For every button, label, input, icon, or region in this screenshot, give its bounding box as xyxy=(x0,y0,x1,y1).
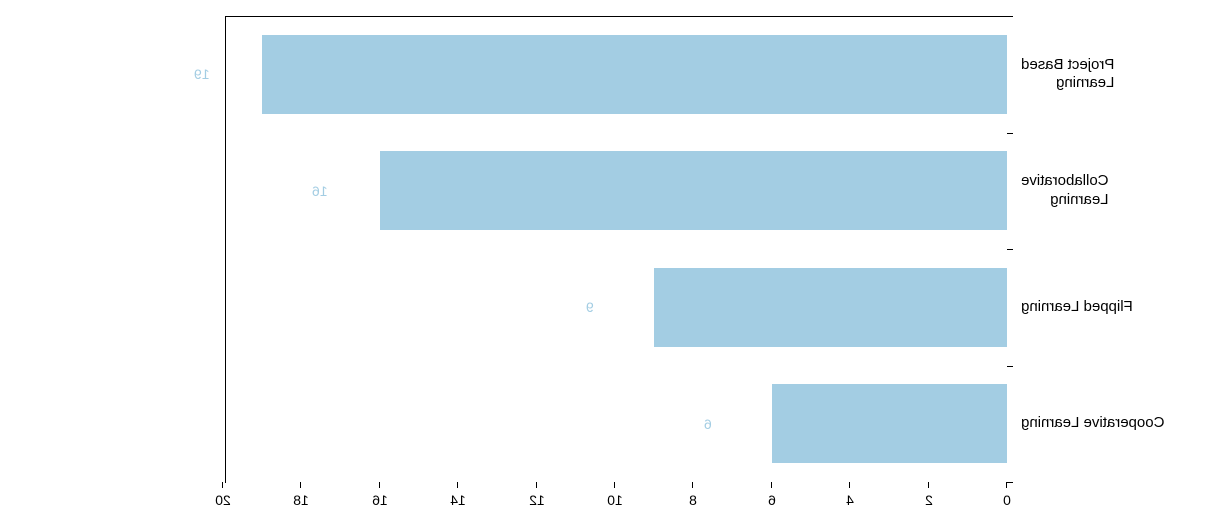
bar xyxy=(772,384,1007,463)
bar xyxy=(262,35,1007,114)
x-tick xyxy=(379,482,380,488)
x-tick xyxy=(771,482,772,488)
x-tick xyxy=(928,482,929,488)
x-tick-label: 2 xyxy=(909,492,949,508)
y-category-label: Cooperative Learning xyxy=(1021,366,1231,483)
y-category-label: Collaborative Learning xyxy=(1021,133,1231,250)
x-tick-label: 16 xyxy=(360,492,400,508)
x-tick xyxy=(614,482,615,488)
y-tick xyxy=(1007,133,1013,134)
x-tick-label: 18 xyxy=(281,492,321,508)
x-tick xyxy=(692,482,693,488)
y-tick xyxy=(1007,366,1013,367)
x-tick xyxy=(1006,482,1007,488)
x-tick-label: 6 xyxy=(752,492,792,508)
bar-value-label: 19 xyxy=(194,35,254,114)
bar xyxy=(380,151,1007,230)
x-tick-label: 20 xyxy=(203,492,243,508)
bar-value-label: 9 xyxy=(586,268,646,347)
x-tick-label: 0 xyxy=(987,492,1027,508)
x-tick xyxy=(849,482,850,488)
y-tick xyxy=(1007,482,1013,483)
x-tick xyxy=(300,482,301,488)
y-category-label: Flipped Learning xyxy=(1021,249,1231,366)
x-tick-label: 8 xyxy=(673,492,713,508)
x-tick-label: 12 xyxy=(517,492,557,508)
x-tick-label: 14 xyxy=(438,492,478,508)
bar-value-label: 16 xyxy=(312,151,372,230)
y-tick xyxy=(1007,249,1013,250)
x-tick-label: 4 xyxy=(830,492,870,508)
x-tick-label: 10 xyxy=(595,492,635,508)
x-tick xyxy=(457,482,458,488)
x-tick xyxy=(222,482,223,488)
x-tick xyxy=(536,482,537,488)
chart-container: 6 Cooperative Learning 9 Flipped Learning 16… xyxy=(0,0,1232,524)
bar xyxy=(654,268,1007,347)
y-category-label: Project Based Learning xyxy=(1021,16,1231,133)
bar-value-label: 6 xyxy=(704,384,764,463)
y-tick xyxy=(1007,16,1013,17)
